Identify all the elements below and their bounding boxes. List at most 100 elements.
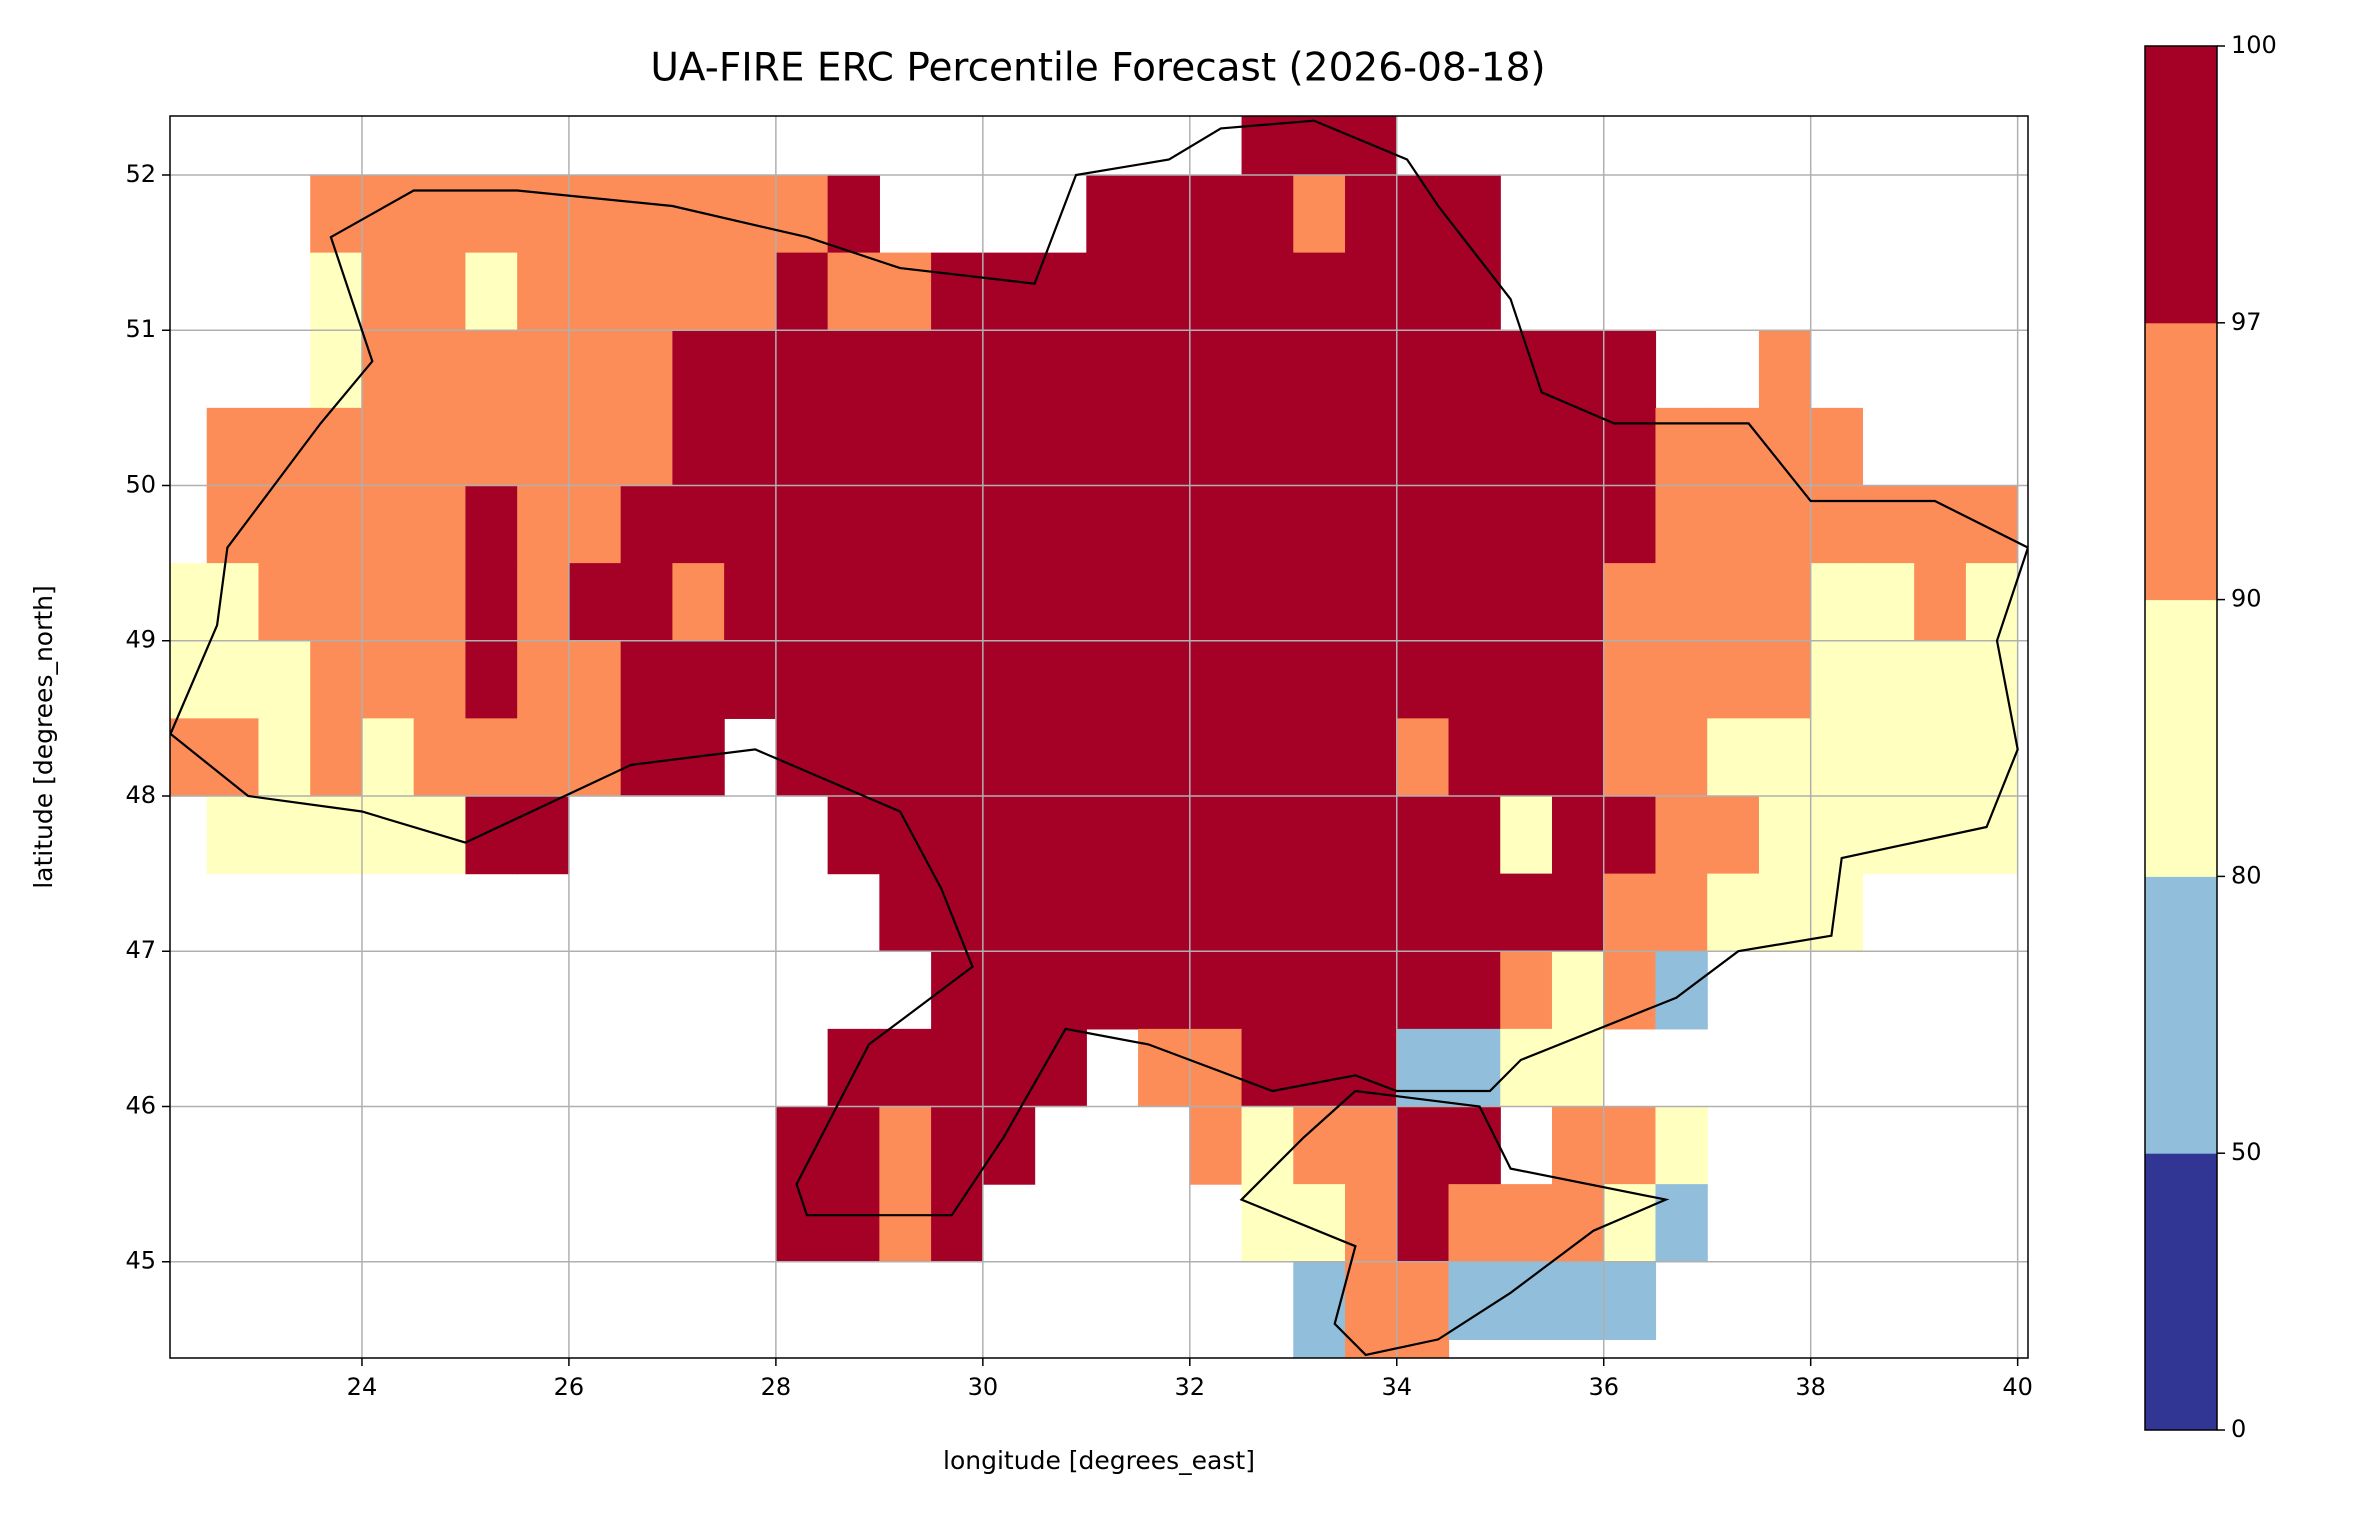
grid-cell	[361, 485, 415, 564]
colorbar-tick-label: 50	[2231, 1138, 2262, 1166]
grid-cell	[361, 718, 415, 797]
grid-cell	[931, 718, 984, 797]
grid-cell	[568, 252, 622, 331]
grid-cell	[1034, 795, 1087, 875]
grid-cell	[1965, 485, 2019, 564]
y-axis-label: latitude [degrees_north]	[29, 585, 58, 889]
grid-cell	[1551, 640, 1605, 719]
grid-cell	[1138, 252, 1191, 331]
grid-cell	[1551, 1028, 1605, 1108]
grid-cell	[310, 718, 363, 797]
grid-cell	[1500, 951, 1553, 1030]
grid-cell	[568, 174, 622, 254]
grid-cell	[1396, 407, 1450, 487]
grid-cell	[620, 563, 673, 642]
grid-cell	[1448, 252, 1501, 331]
grid-cell	[827, 1184, 880, 1263]
grid-cell	[1862, 485, 1915, 564]
grid-cell	[827, 252, 880, 331]
grid-cell	[879, 640, 932, 719]
grid-cell	[1551, 407, 1605, 487]
grid-cell	[879, 330, 932, 409]
grid-cell	[931, 640, 984, 719]
grid-cell	[775, 485, 829, 564]
x-tick-label: 28	[761, 1373, 792, 1401]
grid-cell	[1138, 873, 1191, 952]
grid-cell	[1034, 563, 1087, 642]
grid-cell	[1345, 116, 1398, 176]
grid-cell	[1396, 485, 1450, 564]
grid-cell	[1500, 1028, 1553, 1108]
grid-cell	[724, 252, 777, 331]
grid-cell	[1396, 330, 1450, 409]
grid-cell	[1396, 640, 1450, 719]
grid-cell	[1396, 795, 1450, 875]
plot-frame	[169, 115, 2029, 1359]
grid-cell	[258, 563, 311, 642]
grid-cell	[1810, 640, 1864, 719]
grid-cell	[1345, 640, 1398, 719]
grid-cell	[1189, 330, 1243, 409]
grid-cell	[310, 174, 363, 254]
grid-cell	[1603, 485, 1657, 564]
grid-cell	[1810, 718, 1864, 797]
grid-cell	[1655, 873, 1708, 952]
grid-cell	[1138, 718, 1191, 797]
grid-cell	[413, 174, 467, 254]
grid-cell	[1914, 563, 1967, 642]
grid-cell	[982, 330, 1036, 409]
grid-cell	[1189, 485, 1243, 564]
grid-cell	[1500, 1261, 1553, 1340]
y-tick-label: 50	[125, 470, 156, 498]
grid-cell	[1293, 795, 1346, 875]
colorbar-segment	[2145, 1153, 2217, 1431]
grid-cell	[879, 252, 932, 331]
grid-cell	[361, 640, 415, 719]
grid-cell	[1034, 330, 1087, 409]
grid-cell	[1655, 485, 1708, 564]
grid-cell	[1810, 795, 1864, 875]
grid-cell	[1396, 951, 1450, 1030]
grid-cell	[1241, 252, 1294, 331]
grid-cell	[1241, 563, 1294, 642]
grid-cell	[1189, 1028, 1243, 1108]
grid-cell	[1293, 174, 1346, 254]
grid-cell	[1396, 252, 1450, 331]
grid-cell	[1655, 795, 1708, 875]
grid-cell	[620, 640, 673, 719]
grid-cell	[1655, 1106, 1708, 1185]
y-tick-label: 48	[125, 781, 156, 809]
grid-cell	[1345, 873, 1398, 952]
grid-cell	[310, 407, 363, 487]
grid-cell	[1500, 795, 1553, 875]
grid-cell	[517, 252, 570, 331]
grid-cell	[931, 485, 984, 564]
grid-cell	[1293, 1339, 1346, 1358]
grid-cell	[1345, 563, 1398, 642]
grid-cell	[1707, 718, 1760, 797]
grid-cell	[413, 330, 467, 409]
grid-cell	[620, 407, 673, 487]
grid-cell	[1914, 485, 1967, 564]
grid-cell	[1448, 640, 1501, 719]
grid-cell	[1034, 640, 1087, 719]
grid-cell	[517, 407, 570, 487]
grid-cell	[1448, 1106, 1501, 1185]
grid-cell	[206, 795, 260, 875]
grid-cell	[1189, 640, 1243, 719]
grid-cell	[1810, 563, 1864, 642]
grid-cell	[1345, 951, 1398, 1030]
grid-cell	[1241, 1184, 1294, 1263]
grid-cell	[1138, 563, 1191, 642]
chart-title: UA-FIRE ERC Percentile Forecast (2026-08…	[650, 46, 1545, 91]
x-axis-label: longitude [degrees_east]	[943, 1446, 1255, 1475]
grid-cell	[1086, 873, 1139, 952]
grid-cell	[1810, 407, 1864, 487]
border-layer	[170, 119, 2028, 1357]
grid-cell	[568, 485, 622, 564]
grid-cell	[1500, 330, 1553, 409]
grid-cell	[982, 951, 1036, 1030]
grid-cell	[1241, 1106, 1294, 1185]
grid-cell	[724, 640, 777, 719]
